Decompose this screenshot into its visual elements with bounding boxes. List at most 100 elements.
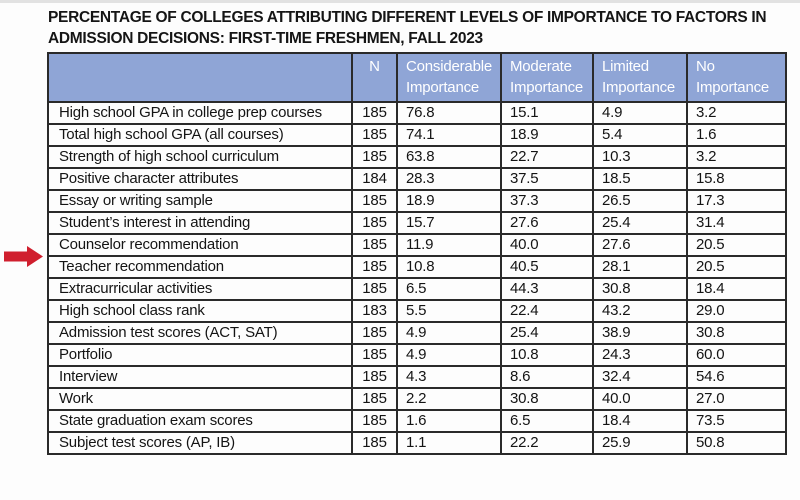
no-importance-cell: 1.6 (686, 123, 787, 147)
page-title-line2: ADMISSION DECISIONS: FIRST-TIME FRESHMEN… (48, 30, 483, 47)
considerable-importance-cell: 5.5 (396, 299, 502, 323)
page-top-edge (0, 0, 800, 3)
factor-cell: Counselor recommendation (47, 233, 353, 257)
considerable-importance-cell: 76.8 (396, 101, 502, 125)
n-cell: 185 (351, 123, 398, 147)
no-importance-cell: 3.2 (686, 145, 787, 169)
no-importance-cell: 73.5 (686, 409, 787, 433)
moderate-importance-cell: 40.0 (500, 233, 594, 257)
factor-cell: High school GPA in college prep courses (47, 101, 353, 125)
factor-cell: Essay or writing sample (47, 189, 353, 213)
limited-importance-cell: 43.2 (592, 299, 688, 323)
limited-importance-cell: 18.5 (592, 167, 688, 191)
factor-cell: Strength of high school curriculum (47, 145, 353, 169)
no-importance-cell: 30.8 (686, 321, 787, 345)
factor-cell: Interview (47, 365, 353, 389)
table-row: Essay or writing sample 185 18.9 37.3 26.5 17… (47, 189, 787, 213)
table-row: Positive character attributes 184 28.3 37.5… (47, 167, 787, 191)
considerable-importance-cell: 11.9 (396, 233, 502, 257)
moderate-importance-cell: 22.4 (500, 299, 594, 323)
considerable-importance-cell: 74.1 (396, 123, 502, 147)
no-importance-cell: 18.4 (686, 277, 787, 301)
factor-cell: Student’s interest in attending (47, 211, 353, 235)
n-cell: 185 (351, 255, 398, 279)
table-row: High school GPA in college prep courses 1… (47, 101, 787, 125)
table-row: Teacher recommendation 185 10.8 40.5 28.1 20.… (47, 255, 787, 279)
table-row: Work 185 2.2 30.8 40.0 27.0 (47, 387, 787, 411)
page-title-line1: PERCENTAGE OF COLLEGES ATTRIBUTING DIFFE… (48, 9, 767, 26)
limited-importance-cell: 30.8 (592, 277, 688, 301)
considerable-importance-cell: 4.9 (396, 343, 502, 367)
no-importance-cell: 60.0 (686, 343, 787, 367)
n-cell: 185 (351, 233, 398, 257)
n-cell: 184 (351, 167, 398, 191)
table-header: N Considerable Importance Moderate Impor… (47, 52, 787, 103)
considerable-importance-cell: 2.2 (396, 387, 502, 411)
n-cell: 185 (351, 343, 398, 367)
table-row: Admission test scores (ACT, SAT) 185 4.9 25… (47, 321, 787, 345)
no-importance-cell: 31.4 (686, 211, 787, 235)
no-importance-cell: 29.0 (686, 299, 787, 323)
limited-importance-cell: 5.4 (592, 123, 688, 147)
row-pointer-arrow (4, 246, 43, 267)
factor-cell: Admission test scores (ACT, SAT) (47, 321, 353, 345)
limited-importance-cell: 24.3 (592, 343, 688, 367)
factor-cell: Portfolio (47, 343, 353, 367)
moderate-importance-cell: 44.3 (500, 277, 594, 301)
moderate-importance-cell: 37.5 (500, 167, 594, 191)
table-row: Extracurricular activities 185 6.5 44.3 30.8… (47, 277, 787, 301)
factor-cell: Work (47, 387, 353, 411)
moderate-importance-cell: 18.9 (500, 123, 594, 147)
header-no-importance: No Importance (686, 52, 787, 103)
limited-importance-cell: 25.4 (592, 211, 688, 235)
n-cell: 185 (351, 431, 398, 455)
limited-importance-cell: 40.0 (592, 387, 688, 411)
limited-importance-cell: 27.6 (592, 233, 688, 257)
no-importance-cell: 15.8 (686, 167, 787, 191)
limited-importance-cell: 28.1 (592, 255, 688, 279)
header-moderate-importance: Moderate Importance (500, 52, 594, 103)
considerable-importance-cell: 63.8 (396, 145, 502, 169)
moderate-importance-cell: 22.7 (500, 145, 594, 169)
page-title: PERCENTAGE OF COLLEGES ATTRIBUTING DIFFE… (48, 7, 768, 49)
no-importance-cell: 20.5 (686, 255, 787, 279)
factor-cell: State graduation exam scores (47, 409, 353, 433)
factor-cell: Teacher recommendation (47, 255, 353, 279)
factor-cell: Total high school GPA (all courses) (47, 123, 353, 147)
n-cell: 185 (351, 101, 398, 125)
n-cell: 185 (351, 387, 398, 411)
considerable-importance-cell: 10.8 (396, 255, 502, 279)
limited-importance-cell: 25.9 (592, 431, 688, 455)
considerable-importance-cell: 18.9 (396, 189, 502, 213)
considerable-importance-cell: 4.9 (396, 321, 502, 345)
table-row: State graduation exam scores 185 1.6 6.5 18.… (47, 409, 787, 433)
n-cell: 185 (351, 409, 398, 433)
considerable-importance-cell: 28.3 (396, 167, 502, 191)
no-importance-cell: 27.0 (686, 387, 787, 411)
table-row: Interview 185 4.3 8.6 32.4 54.6 (47, 365, 787, 389)
importance-table: N Considerable Importance Moderate Impor… (47, 52, 787, 455)
moderate-importance-cell: 22.2 (500, 431, 594, 455)
header-considerable-importance: Considerable Importance (396, 52, 502, 103)
table-row: Counselor recommendation 185 11.9 40.0 27.6 2… (47, 233, 787, 257)
table-row: Total high school GPA (all courses) 185 74… (47, 123, 787, 147)
considerable-importance-cell: 15.7 (396, 211, 502, 235)
table-row: Portfolio 185 4.9 10.8 24.3 60.0 (47, 343, 787, 367)
n-cell: 185 (351, 277, 398, 301)
factor-cell: Extracurricular activities (47, 277, 353, 301)
moderate-importance-cell: 6.5 (500, 409, 594, 433)
table-row: High school class rank 183 5.5 22.4 43.2 29.0 (47, 299, 787, 323)
considerable-importance-cell: 1.1 (396, 431, 502, 455)
limited-importance-cell: 32.4 (592, 365, 688, 389)
n-cell: 183 (351, 299, 398, 323)
header-n: N (351, 52, 398, 103)
moderate-importance-cell: 10.8 (500, 343, 594, 367)
considerable-importance-cell: 1.6 (396, 409, 502, 433)
n-cell: 185 (351, 189, 398, 213)
n-cell: 185 (351, 145, 398, 169)
considerable-importance-cell: 4.3 (396, 365, 502, 389)
right-block-arrow-icon (4, 246, 43, 267)
no-importance-cell: 17.3 (686, 189, 787, 213)
table-body: High school GPA in college prep courses 1… (47, 101, 787, 455)
table-row: Subject test scores (AP, IB) 185 1.1 22.2 25… (47, 431, 787, 455)
